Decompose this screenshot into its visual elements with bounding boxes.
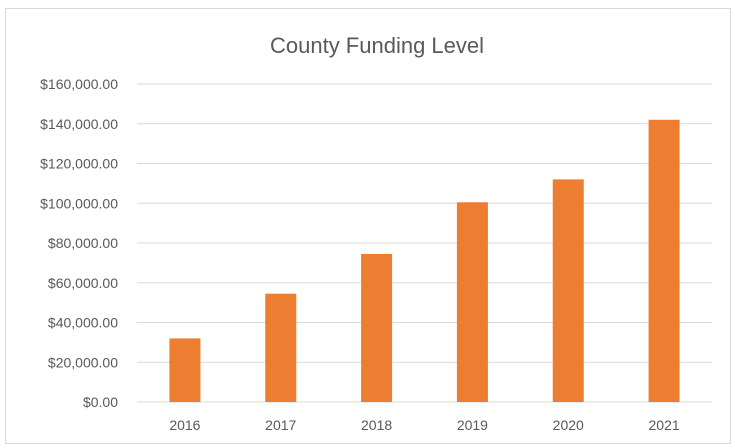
bars bbox=[169, 119, 680, 403]
x-tick-label: 2017 bbox=[265, 417, 296, 433]
x-axis-tick-labels: 2016 2017 2018 2019 2020 2021 bbox=[169, 417, 680, 433]
chart-title: County Funding Level bbox=[270, 33, 484, 58]
y-tick-label: $120,000.00 bbox=[40, 156, 118, 172]
y-tick-label: $0.00 bbox=[83, 394, 118, 410]
bar-2018 bbox=[361, 253, 393, 402]
y-tick-label: $140,000.00 bbox=[40, 116, 118, 132]
x-tick-label: 2016 bbox=[169, 417, 200, 433]
y-tick-label: $100,000.00 bbox=[40, 195, 118, 211]
y-tick-label: $160,000.00 bbox=[40, 76, 118, 92]
bar-2021 bbox=[648, 119, 680, 403]
y-tick-label: $20,000.00 bbox=[48, 354, 118, 370]
x-tick-label: 2020 bbox=[553, 417, 584, 433]
x-tick-label: 2018 bbox=[361, 417, 392, 433]
bar-2019 bbox=[456, 202, 488, 402]
y-tick-label: $40,000.00 bbox=[48, 315, 118, 331]
x-tick-label: 2019 bbox=[457, 417, 488, 433]
y-tick-label: $60,000.00 bbox=[48, 275, 118, 291]
y-tick-label: $80,000.00 bbox=[48, 235, 118, 251]
gridlines bbox=[137, 83, 712, 403]
x-tick-label: 2021 bbox=[649, 417, 680, 433]
bar-2016 bbox=[169, 338, 201, 402]
y-axis-tick-labels: $0.00 $20,000.00 $40,000.00 $60,000.00 $80,0… bbox=[40, 76, 118, 410]
bar-2020 bbox=[552, 179, 584, 402]
bar-2017 bbox=[265, 293, 297, 402]
